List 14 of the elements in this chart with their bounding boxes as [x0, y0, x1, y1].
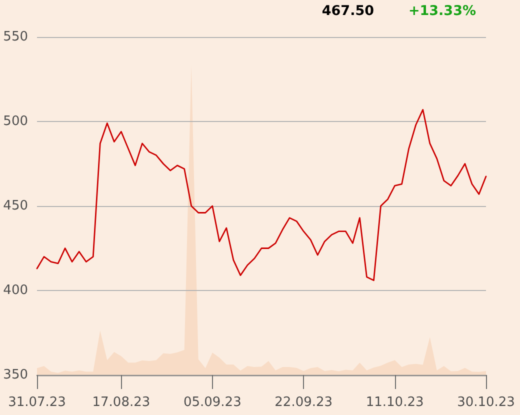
y-tick-label: 550: [3, 30, 28, 44]
text: 467.50: [322, 3, 374, 19]
x-tick-label: 31.07.23: [8, 395, 66, 410]
x-tick-label: 22.09.23: [274, 395, 333, 410]
y-tick-label: 350: [3, 368, 28, 382]
x-tick-label: 11.10.23: [366, 395, 424, 410]
text: +13.33%: [408, 3, 476, 19]
y-tick-label: 400: [3, 283, 28, 298]
x-tick-label: 05.09.23: [183, 395, 242, 410]
y-tick-label: 450: [3, 198, 28, 214]
line-series: [36, 108, 487, 282]
y-tick-label: 500: [3, 114, 28, 129]
x-tick-label: 17.08.23: [92, 395, 150, 410]
x-tick-label: 30.10.23: [457, 395, 515, 410]
